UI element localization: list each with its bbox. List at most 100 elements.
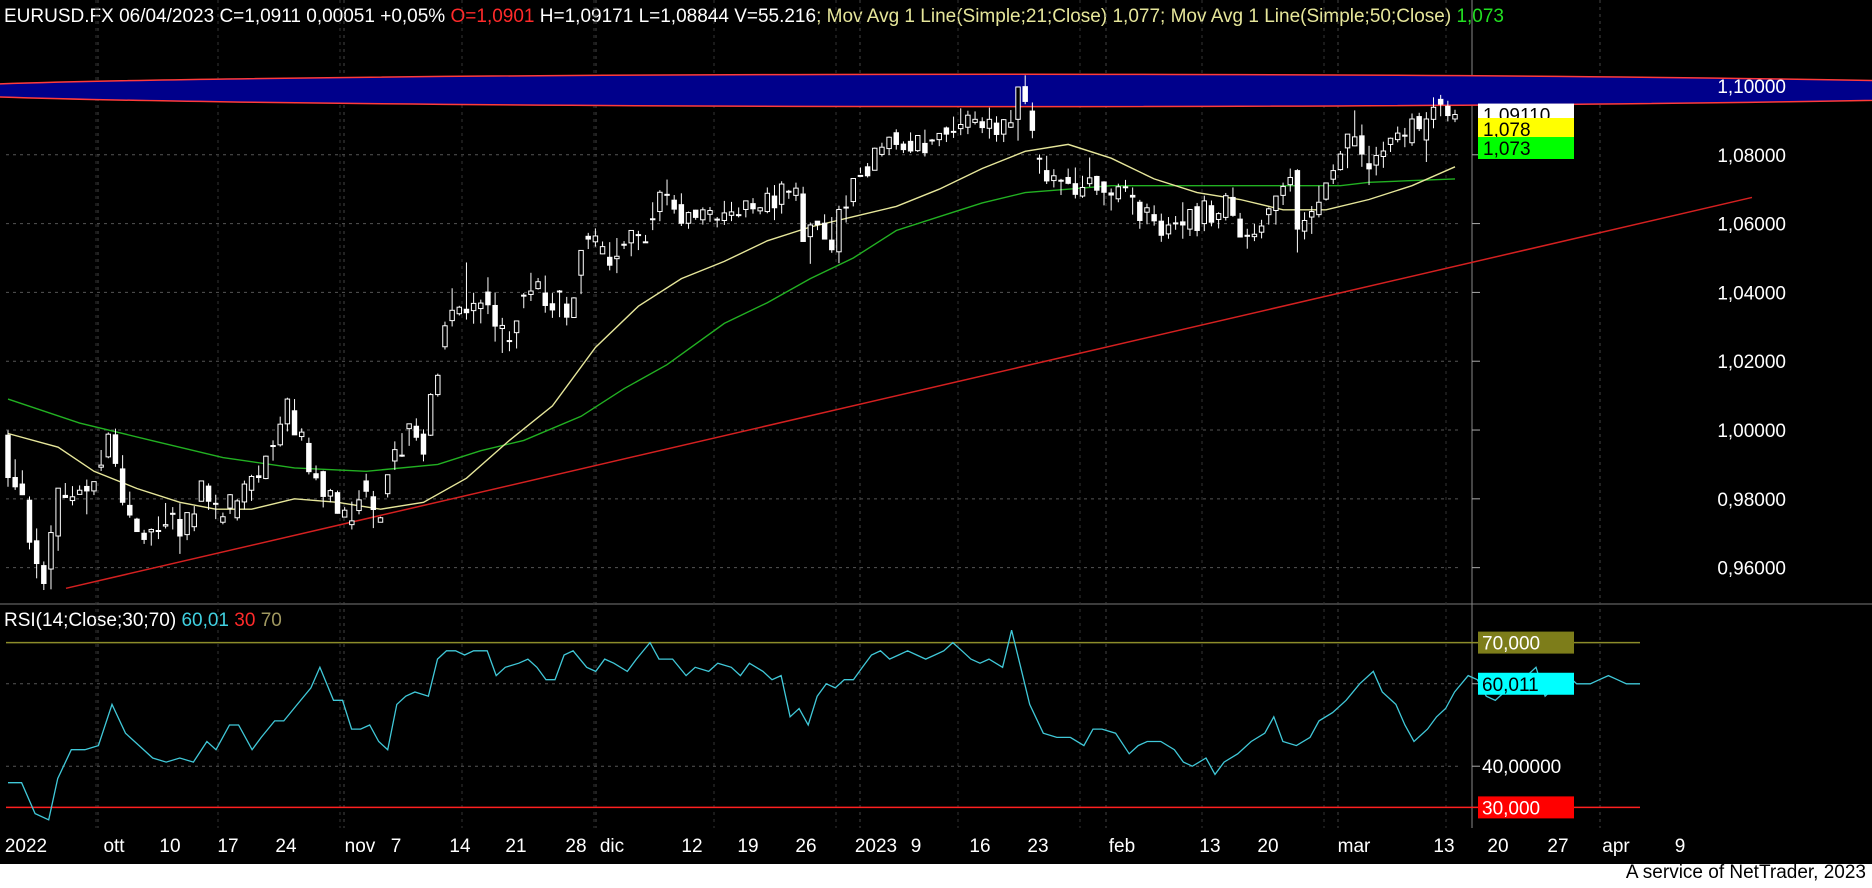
- candle-body: [241, 483, 248, 503]
- x-tick-label: 14: [449, 836, 471, 857]
- candle-body: [607, 256, 613, 266]
- candle-body: [1237, 218, 1243, 238]
- candle-body: [399, 454, 405, 457]
- candle-body: [435, 374, 441, 396]
- candle-body: [721, 212, 728, 221]
- candle-body: [943, 127, 950, 135]
- x-tick-label: 9: [1675, 836, 1686, 857]
- candle-body: [255, 475, 262, 479]
- rsi-badge: [1478, 672, 1574, 695]
- candle-body: [1344, 133, 1351, 149]
- candle-body: [456, 306, 463, 315]
- candle-body: [306, 442, 312, 473]
- header-change: 0,00051: [306, 6, 375, 27]
- price-tick-label: 1,02000: [1717, 352, 1786, 373]
- header-volume: V=55.216: [734, 6, 817, 27]
- candle-body: [1323, 182, 1329, 200]
- candle-body: [1301, 219, 1308, 232]
- candle-body: [649, 218, 656, 221]
- x-tick-label: 9: [911, 836, 922, 857]
- candle-body: [313, 473, 319, 479]
- candle-body: [958, 123, 964, 130]
- candle-body: [1172, 222, 1179, 225]
- candle-body: [33, 540, 40, 565]
- x-tick-label: 26: [795, 836, 816, 857]
- candle-body: [585, 235, 591, 240]
- candle-body: [148, 528, 154, 533]
- candle-body: [800, 193, 806, 242]
- rsi-header-value: 60,01: [181, 610, 229, 631]
- candle-body: [1330, 170, 1336, 180]
- candle-body: [1394, 132, 1401, 141]
- candle-body: [327, 490, 334, 497]
- candle-body: [406, 423, 412, 430]
- candle-body: [1086, 177, 1093, 185]
- price-tick-label: 0,96000: [1717, 559, 1786, 580]
- candle-body: [592, 235, 599, 243]
- candle-body: [413, 425, 420, 438]
- candle-body: [84, 485, 90, 492]
- candle-body: [578, 249, 584, 276]
- candle-body: [929, 139, 935, 142]
- header-change-pct: +0,05%: [380, 6, 446, 27]
- candle-body: [277, 423, 283, 446]
- candle-body: [1165, 224, 1172, 235]
- candle-body: [986, 118, 993, 129]
- candle-body: [614, 255, 620, 260]
- candle-body: [850, 178, 856, 203]
- x-tick-label: 2022: [5, 836, 47, 857]
- candle-body: [463, 308, 470, 314]
- candle-body: [91, 481, 97, 492]
- candle-body: [513, 320, 520, 334]
- candle-body: [62, 494, 69, 498]
- support-trendline: [65, 196, 1753, 590]
- header-ma21-label: ; Mov Avg 1 Line(Simple;21;Close): [816, 6, 1108, 27]
- candle-body: [356, 499, 362, 512]
- candle-body: [341, 509, 348, 518]
- candle-body: [449, 309, 455, 322]
- header-close: C=1,0911: [219, 6, 301, 27]
- candle-body: [1008, 122, 1014, 128]
- rsi-header-high: 70: [260, 610, 282, 631]
- candle-body: [743, 200, 749, 210]
- candle-body: [542, 292, 548, 306]
- candle-body: [220, 516, 226, 523]
- candle-body: [1051, 175, 1057, 182]
- highlight-ellipse: [0, 73, 1872, 108]
- candle-body: [392, 449, 398, 462]
- candle-body: [893, 132, 899, 145]
- candle-body: [1359, 135, 1365, 155]
- candle-body: [735, 214, 742, 217]
- candle-body: [334, 492, 341, 514]
- rsi-header: RSI(14;Close;30;70) 60,01 30 70: [4, 610, 282, 632]
- candle-body: [793, 187, 799, 196]
- candle-body: [700, 209, 706, 221]
- candle-body: [836, 208, 842, 253]
- x-tick-label: 19: [737, 836, 758, 857]
- candle-body: [1129, 194, 1136, 198]
- candle-body: [1137, 201, 1143, 221]
- candle-body: [1445, 105, 1451, 117]
- price-tick-label: 1,06000: [1717, 215, 1786, 236]
- ma21-line: [7, 143, 1456, 510]
- candle-body: [879, 146, 885, 155]
- candle-body: [814, 220, 821, 226]
- candle-body: [1423, 118, 1430, 141]
- candle-body: [420, 433, 427, 455]
- x-tick-label: 10: [159, 836, 180, 857]
- candle-body: [48, 532, 54, 570]
- header-open: O=1,0901: [450, 6, 535, 27]
- candle-body: [1409, 118, 1415, 144]
- candle-body: [657, 191, 663, 213]
- candle-body: [442, 325, 448, 348]
- candle-body: [907, 140, 914, 152]
- candle-body: [678, 204, 685, 224]
- candle-body: [270, 445, 276, 448]
- candle-body: [886, 136, 892, 150]
- x-tick-label: 13: [1433, 836, 1454, 857]
- header-ma50-value: 1,073: [1456, 6, 1504, 27]
- candle-body: [492, 304, 498, 327]
- price-panel: [0, 73, 1872, 591]
- candle-body: [98, 464, 104, 468]
- candle-body: [1036, 157, 1043, 160]
